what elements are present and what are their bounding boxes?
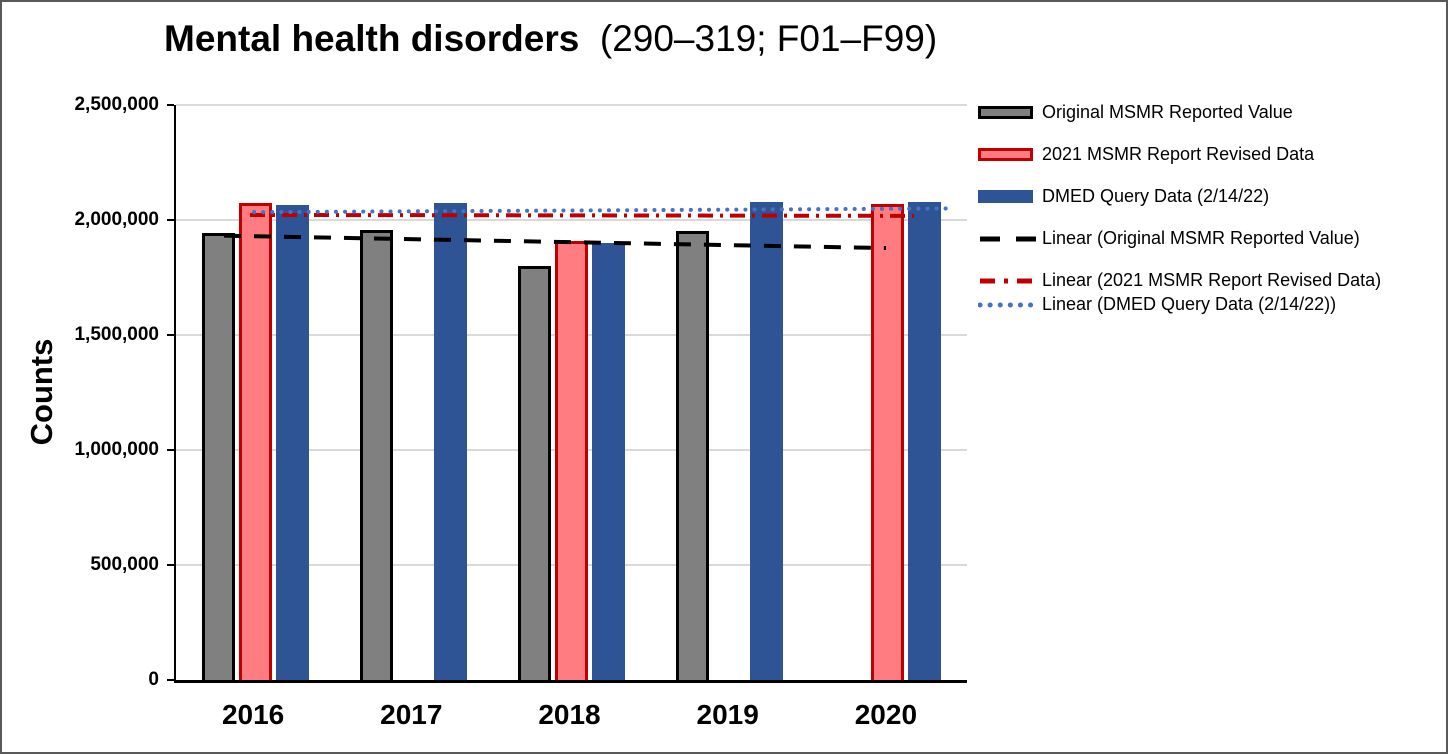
y-tick-label: 0 xyxy=(148,669,159,690)
bar-2016 xyxy=(201,233,235,680)
bar-2019 xyxy=(750,202,784,680)
x-tick-label-2019: 2019 xyxy=(696,699,759,730)
legend-item: Linear (Original MSMR Reported Value) xyxy=(978,226,1446,250)
legend-swatch xyxy=(978,142,1042,161)
legend-bar-swatch-icon xyxy=(978,148,1033,161)
legend-swatch xyxy=(978,268,1042,292)
y-tick-label: 500,000 xyxy=(90,554,159,575)
bar-2017 xyxy=(433,203,467,680)
legend-swatch xyxy=(978,226,1042,250)
gridline xyxy=(176,219,967,221)
bar-2016 xyxy=(275,205,309,680)
y-tick-mark xyxy=(167,219,174,221)
legend-line-swatch-icon xyxy=(977,302,1039,308)
legend-label: DMED Query Data (2/14/22) xyxy=(1042,186,1270,206)
bar-group-2018 xyxy=(492,105,650,680)
legend-item: Linear (DMED Query Data (2/14/22)) xyxy=(977,292,1446,316)
chart-title-codes: (290–319; F01–F99) xyxy=(599,18,938,59)
legend-item: Linear (2021 MSMR Report Revised Data) xyxy=(978,268,1446,292)
legend-swatch xyxy=(978,100,1042,119)
bar-group-2020 xyxy=(809,105,967,680)
x-tick-label-2020: 2020 xyxy=(854,699,918,730)
bar-2020 xyxy=(908,202,942,680)
y-tick-label: 1,500,000 xyxy=(74,324,159,345)
legend-bar-swatch-icon xyxy=(978,190,1033,203)
y-axis-title: Counts xyxy=(24,338,59,446)
legend-swatch xyxy=(978,184,1042,203)
legend-line-swatch-icon xyxy=(980,278,1036,284)
chart-title: Mental health disorders (290–319; F01–F9… xyxy=(164,18,937,60)
bar-2016 xyxy=(238,203,272,680)
legend-item: Original MSMR Reported Value xyxy=(978,100,1446,124)
chart-title-main: Mental health disorders xyxy=(164,18,580,59)
bar-group-2019 xyxy=(651,105,809,680)
bar-2018 xyxy=(517,266,551,680)
bar-2018 xyxy=(554,241,588,680)
bar-2018 xyxy=(591,243,625,680)
x-tick-label-2017: 2017 xyxy=(380,699,443,730)
y-tick-label: 2,000,000 xyxy=(74,209,159,230)
bar-2017 xyxy=(359,230,393,680)
chart-title-code-range xyxy=(590,18,600,59)
y-tick-mark xyxy=(167,679,174,681)
legend-label: Linear (Original MSMR Reported Value) xyxy=(1042,228,1360,248)
bar-group-2016 xyxy=(176,105,334,680)
x-tick-label-2016: 2016 xyxy=(221,699,285,730)
legend-label: Linear (DMED Query Data (2/14/22)) xyxy=(1042,294,1337,314)
gridline xyxy=(176,104,967,106)
legend-bar-swatch-icon xyxy=(978,106,1033,119)
bar-2019 xyxy=(676,231,710,680)
y-tick-label: 1,000,000 xyxy=(74,439,159,460)
legend-item: DMED Query Data (2/14/22) xyxy=(978,184,1446,208)
legend-label: Linear (2021 MSMR Report Revised Data) xyxy=(1042,270,1382,290)
legend-label: 2021 MSMR Report Revised Data xyxy=(1042,144,1315,164)
y-tick-mark xyxy=(167,334,174,336)
bar-2020 xyxy=(871,204,905,680)
y-tick-mark xyxy=(167,104,174,106)
legend-label: Original MSMR Reported Value xyxy=(1042,102,1293,122)
legend-item: 2021 MSMR Report Revised Data xyxy=(978,142,1446,166)
legend-swatch xyxy=(977,292,1042,316)
legend: Original MSMR Reported Value 2021 MSMR Re… xyxy=(977,100,1446,334)
plot-area xyxy=(174,104,967,683)
bar-group-2017 xyxy=(334,105,492,680)
y-tick-label: 2,500,000 xyxy=(74,94,159,115)
y-tick-mark xyxy=(167,449,174,451)
x-tick-label-2018: 2018 xyxy=(538,699,601,730)
legend-line-swatch-icon xyxy=(980,236,1036,242)
y-tick-mark xyxy=(167,564,174,566)
